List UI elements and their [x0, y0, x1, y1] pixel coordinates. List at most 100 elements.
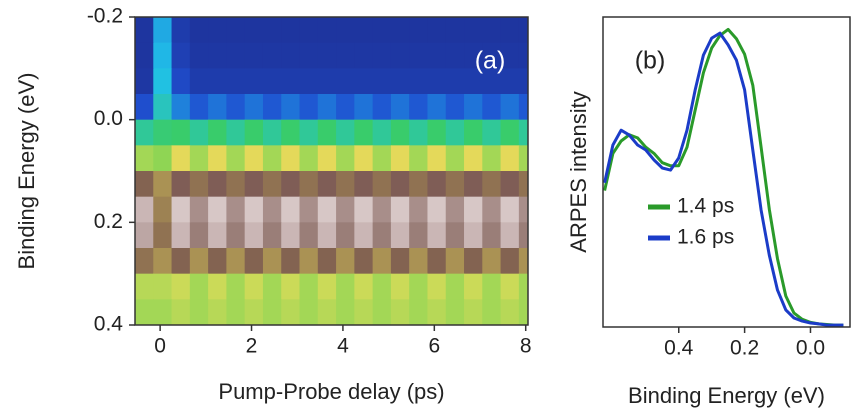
heat-cell — [390, 42, 410, 69]
heat-cell — [226, 273, 246, 300]
heat-cell — [226, 196, 246, 223]
heat-cell — [445, 145, 465, 172]
heat-cell — [189, 42, 209, 69]
heat-cell — [445, 171, 465, 198]
heat-cell — [427, 145, 447, 172]
heat-cell — [208, 196, 227, 223]
heat-cell — [299, 222, 319, 249]
heat-cell — [171, 222, 191, 249]
heat-cell — [518, 171, 528, 198]
heat-cell — [482, 17, 502, 44]
x-tick-label: 0 — [154, 335, 166, 358]
heat-cell — [445, 94, 465, 121]
heat-cell — [464, 94, 483, 121]
heat-cell — [390, 171, 410, 198]
heat-cell — [171, 273, 191, 300]
heat-cell — [482, 145, 502, 172]
heat-cell — [445, 273, 465, 300]
heat-cell — [390, 17, 410, 44]
heat-cell — [189, 171, 209, 198]
heat-cell — [427, 248, 447, 275]
heat-cell — [189, 17, 209, 44]
heat-cell — [208, 94, 227, 121]
heat-cell — [464, 68, 483, 95]
heat-cell — [409, 119, 429, 146]
heat-cell — [372, 299, 392, 325]
heat-cell — [135, 17, 154, 44]
heat-cell — [262, 196, 282, 223]
heat-cell — [226, 299, 246, 325]
heat-cell — [518, 273, 528, 300]
heat-cell — [226, 42, 246, 69]
heat-cell — [500, 222, 520, 249]
heat-cell — [262, 145, 282, 172]
heat-cell — [336, 17, 355, 44]
heat-cell — [427, 42, 447, 69]
heat-cell — [336, 171, 355, 198]
heat-cell — [208, 171, 227, 198]
heat-cell — [482, 299, 502, 325]
heat-cell — [464, 273, 483, 300]
heat-cell — [518, 299, 528, 325]
heat-cell — [189, 68, 209, 95]
heat-cell — [409, 145, 429, 172]
heat-cell — [372, 145, 392, 172]
heat-cell — [464, 171, 483, 198]
heat-cell — [299, 17, 319, 44]
heat-cell — [226, 171, 246, 198]
heat-cell — [445, 119, 465, 146]
heat-cell — [135, 145, 154, 172]
heat-cell — [372, 94, 392, 121]
heat-cell — [445, 299, 465, 325]
heat-cell — [518, 42, 528, 69]
heat-cell — [518, 196, 528, 223]
heat-cell — [317, 145, 337, 172]
heat-cell — [518, 68, 528, 95]
heat-cell — [299, 299, 319, 325]
heat-cell — [409, 248, 429, 275]
heat-cell — [262, 119, 282, 146]
heat-cell — [500, 68, 520, 95]
heat-cell — [354, 222, 374, 249]
x-tick-label: 2 — [246, 335, 258, 358]
heat-cell — [244, 196, 264, 223]
heat-cell — [135, 222, 154, 249]
heat-cell — [445, 222, 465, 249]
heat-cell — [427, 68, 447, 95]
heat-cell — [244, 119, 264, 146]
heat-cell — [226, 222, 246, 249]
heat-cell — [135, 68, 154, 95]
heat-cell — [299, 248, 319, 275]
data-line — [603, 31, 844, 327]
heat-cell — [299, 145, 319, 172]
heat-cell — [281, 299, 301, 325]
heat-cell — [518, 145, 528, 172]
heat-cell — [409, 222, 429, 249]
heat-cell — [518, 222, 528, 249]
heat-cell — [226, 94, 246, 121]
x-tick-label: 4 — [337, 335, 349, 358]
heat-cell — [354, 299, 374, 325]
panel-label: (b) — [635, 47, 666, 75]
heat-cell — [189, 299, 209, 325]
heat-cell — [135, 42, 154, 69]
heat-cell — [262, 222, 282, 249]
heat-cell — [171, 119, 191, 146]
heat-cell — [153, 119, 173, 146]
x-tick-label: 0.2 — [730, 337, 759, 360]
heat-cell — [482, 171, 502, 198]
heat-cell — [153, 273, 173, 300]
heat-cell — [281, 222, 301, 249]
heat-cell — [171, 171, 191, 198]
y-tick-label: -0.2 — [87, 5, 123, 28]
heat-cell — [317, 273, 337, 300]
heat-cell — [189, 196, 209, 223]
heat-cell — [244, 145, 264, 172]
heat-cell — [500, 196, 520, 223]
heat-cell — [262, 42, 282, 69]
heat-cell — [372, 273, 392, 300]
heat-cell — [464, 222, 483, 249]
heat-cell — [262, 248, 282, 275]
heat-cell — [262, 171, 282, 198]
heat-cell — [299, 171, 319, 198]
